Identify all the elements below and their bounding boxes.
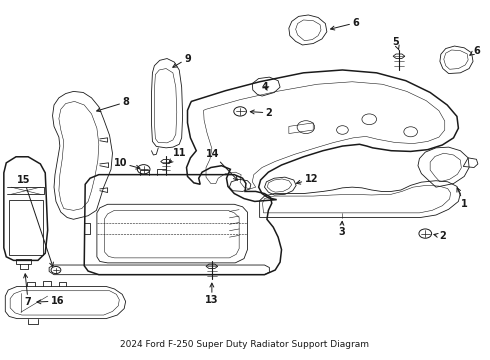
Text: 6: 6 bbox=[470, 46, 480, 56]
Text: 16: 16 bbox=[37, 296, 64, 306]
Text: 4: 4 bbox=[262, 82, 269, 92]
Text: 9: 9 bbox=[173, 54, 191, 67]
Text: 14: 14 bbox=[206, 149, 238, 180]
Text: 7: 7 bbox=[24, 274, 31, 307]
Text: 1: 1 bbox=[457, 188, 467, 208]
Text: 11: 11 bbox=[169, 148, 186, 163]
Text: 8: 8 bbox=[97, 97, 129, 112]
Text: 15: 15 bbox=[17, 175, 53, 266]
Text: 12: 12 bbox=[296, 174, 318, 184]
Text: 6: 6 bbox=[331, 18, 359, 30]
Text: 2: 2 bbox=[250, 108, 272, 118]
Text: 5: 5 bbox=[392, 37, 399, 50]
Text: 2024 Ford F-250 Super Duty Radiator Support Diagram: 2024 Ford F-250 Super Duty Radiator Supp… bbox=[121, 340, 369, 349]
Text: 2: 2 bbox=[434, 231, 446, 242]
Text: 3: 3 bbox=[338, 221, 345, 237]
Text: 13: 13 bbox=[205, 283, 219, 305]
Text: 10: 10 bbox=[114, 158, 140, 169]
